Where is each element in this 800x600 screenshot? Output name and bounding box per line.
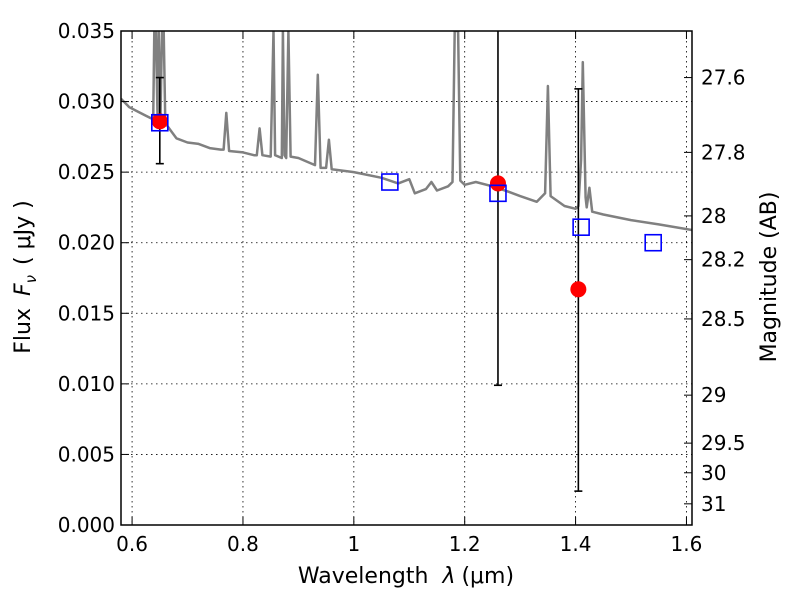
model-photometry-point	[572, 218, 590, 236]
x-tick-label: 1.6	[671, 532, 703, 556]
y-axis-label-text: Flux	[11, 308, 36, 354]
x-axis-label-unit: (μm)	[461, 564, 514, 589]
model-photometry-point	[151, 113, 169, 132]
y-tick-label: 0.030	[58, 90, 115, 114]
observed-point	[151, 113, 168, 130]
x-tick-label: 0.8	[227, 532, 259, 556]
magnitude-tick-label: 28.2	[701, 248, 746, 272]
model-photometry-point	[489, 184, 507, 203]
observed-point	[489, 175, 506, 192]
magnitude-tick-label: 29	[701, 383, 726, 407]
model-spectrum-line	[121, 31, 692, 232]
magnitude-tick-label: 28	[701, 204, 726, 228]
y-axis-label-subscript: ν	[22, 275, 40, 283]
y-tick-label: 0.015	[58, 301, 115, 325]
x-axis-label-symbol: λ	[441, 564, 455, 589]
y-tick-label: 0.020	[58, 231, 115, 255]
x-axis-label: Wavelength λ (μm)	[298, 564, 514, 589]
y-tick-label: 0.010	[58, 372, 115, 396]
magnitude-tick-label: 28.5	[701, 307, 746, 331]
magnitude-tick-label: 30	[701, 461, 726, 485]
x-tick-label: 1.4	[560, 532, 592, 556]
error-bar-layer	[155, 31, 583, 492]
plot-frame	[120, 30, 693, 526]
y-tick-label: 0.035	[58, 19, 115, 43]
x-tick-label: 1	[347, 532, 360, 556]
x-axis-label-text: Wavelength	[298, 564, 429, 589]
y-tick-label: 0.005	[58, 442, 115, 466]
y-tick-label: 0.025	[58, 160, 115, 184]
magnitude-axis-label: Magnitude (AB)	[757, 192, 782, 363]
magnitude-tick-label: 31	[701, 492, 726, 516]
magnitude-tick-label: 27.8	[701, 140, 746, 164]
y-axis-label-unit: ( μJy )	[11, 200, 36, 265]
model-photometry-point	[381, 173, 399, 191]
axis-ticks: 0.6 0.8 1 1.2 1.4 1.6 0.000 0.005 0.010 0.015 0.02…	[58, 19, 746, 556]
model-photometry-point	[644, 233, 662, 252]
y-axis-label-symbol: F	[11, 283, 36, 296]
x-tick-label: 0.6	[116, 532, 148, 556]
observed-point	[570, 281, 587, 298]
magnitude-tick-label: 27.6	[701, 66, 746, 90]
magnitude-tick-label: 29.5	[701, 431, 746, 455]
y-axis-label: Flux Fν ( μJy )	[11, 200, 40, 353]
x-tick-label: 1.2	[449, 532, 481, 556]
y-tick-label: 0.000	[58, 513, 115, 537]
grid-lines	[121, 31, 692, 525]
marker-layer	[151, 113, 662, 298]
model-spectrum-layer	[121, 31, 692, 232]
